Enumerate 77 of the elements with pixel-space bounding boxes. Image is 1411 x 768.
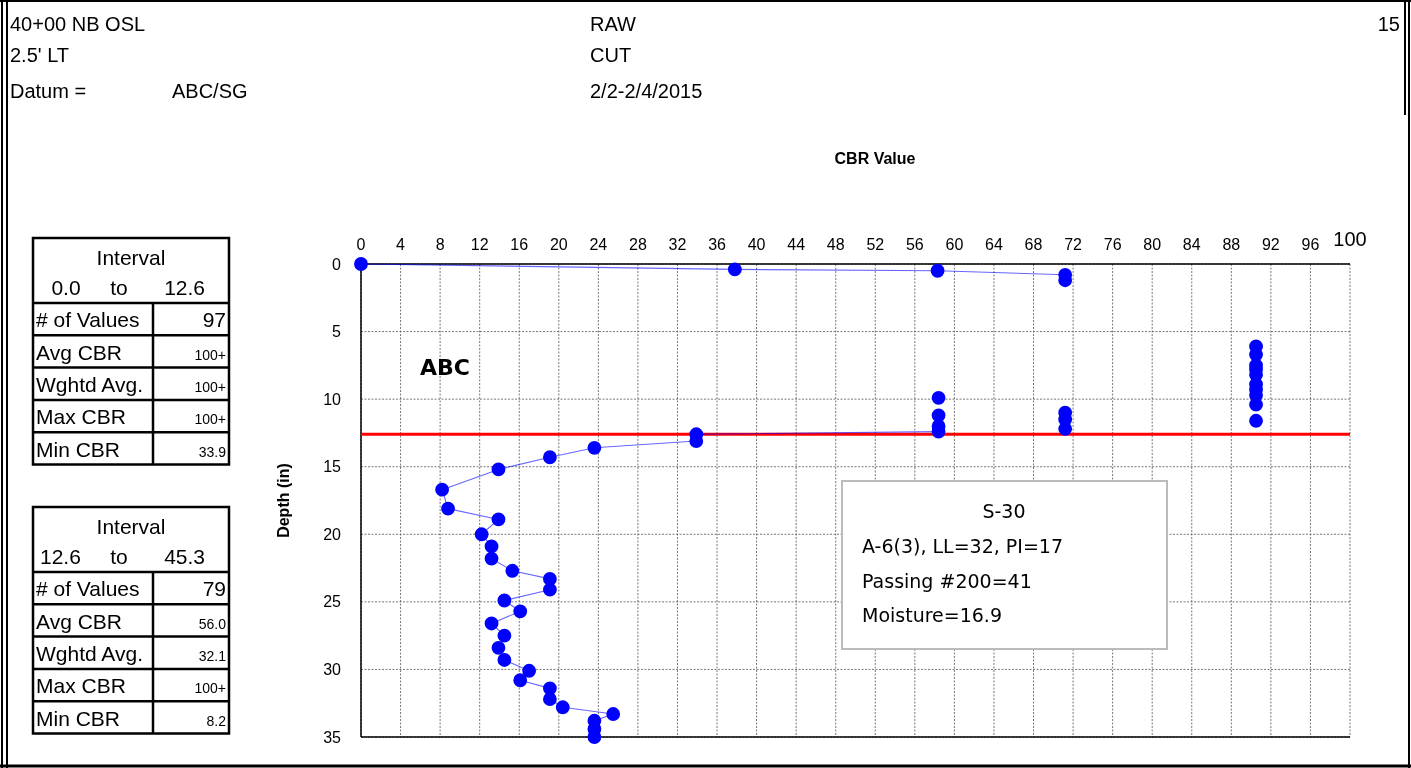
text: 2/2-2/4/2015	[590, 80, 703, 102]
x-tick-label: 56	[905, 236, 924, 253]
x-tick-label: 24	[589, 236, 608, 253]
x-axis-title: CBR Value	[834, 150, 916, 167]
text: Datum =	[10, 80, 87, 102]
x-tick-label: 16	[510, 236, 529, 253]
text: Interval	[96, 246, 166, 269]
text: Max CBR	[36, 674, 126, 698]
x-tick-label: 28	[629, 236, 647, 253]
annotation: S-30	[982, 500, 1026, 522]
y-tick-label: 15	[323, 458, 342, 476]
x-tick-label: 76	[1103, 236, 1122, 253]
y-tick-label: 5	[332, 323, 342, 341]
text: Min CBR	[36, 437, 121, 461]
text: Interval	[96, 515, 166, 538]
text: 100+	[194, 411, 226, 428]
text: 12.6	[164, 276, 205, 299]
y-tick-label: 0	[332, 255, 342, 273]
text: to	[110, 545, 128, 568]
text: 45.3	[164, 545, 205, 568]
y-axis-title: Depth (in)	[275, 463, 292, 538]
text: 100+	[194, 346, 226, 363]
text: 100+	[194, 680, 226, 697]
text: 56.0	[198, 615, 227, 632]
x-tick-label: 40	[747, 236, 766, 253]
text: CUT	[590, 44, 632, 66]
text: 79	[202, 577, 226, 601]
y-tick-label: 10	[323, 390, 342, 408]
annotation: A-6(3), LL=32, PI=17	[862, 535, 1064, 557]
x-tick-label: 52	[866, 236, 885, 253]
y-tick-label: 25	[323, 593, 342, 611]
x-tick-label: 8	[435, 236, 445, 253]
x-tick-label: 48	[826, 236, 845, 253]
x-tick-label: 36	[708, 236, 727, 253]
text: # of Values	[36, 577, 140, 601]
text: Wghtd Avg.	[36, 641, 144, 665]
text: 8.2	[206, 712, 227, 729]
x-tick-label: 4	[396, 236, 406, 253]
x-tick-label: 72	[1064, 236, 1083, 253]
x-tick-label: 96	[1301, 236, 1320, 253]
text: Min CBR	[36, 706, 121, 730]
x-tick-label: 64	[985, 236, 1003, 253]
x-tick-label: 32	[668, 236, 687, 253]
x-tick-label: 68	[1024, 236, 1043, 253]
y-tick-label: 30	[323, 661, 342, 679]
y-tick-label: 35	[323, 728, 342, 746]
x-tick-label: 88	[1222, 236, 1241, 253]
text: 100+	[194, 378, 226, 395]
x-tick-label: 44	[787, 236, 806, 253]
text: Max CBR	[36, 405, 126, 429]
x-tick-label: 60	[945, 236, 964, 253]
text: 40+00 NB OSL	[10, 13, 146, 35]
text: 97	[202, 308, 226, 332]
x-tick-label: 0	[356, 236, 366, 253]
text: 15	[1377, 13, 1400, 35]
text: Avg CBR	[36, 609, 122, 633]
text: Avg CBR	[36, 340, 122, 364]
text: # of Values	[36, 308, 140, 332]
text: ABC/SG	[172, 80, 248, 102]
text: RAW	[590, 13, 637, 35]
y-tick-label: 20	[323, 525, 342, 543]
text: Wghtd Avg.	[36, 372, 144, 396]
annotation: ABC	[420, 355, 470, 380]
text: 32.1	[198, 647, 227, 664]
annotation: Passing #200=41	[862, 570, 1032, 592]
text: 0.0	[51, 276, 81, 299]
x-tick-label: 80	[1143, 236, 1162, 253]
x-tick-label: 84	[1182, 236, 1201, 253]
text: to	[110, 276, 128, 299]
x-tick-label: 100	[1333, 228, 1367, 250]
text: 33.9	[198, 443, 227, 460]
text: 2.5' LT	[10, 44, 70, 66]
annotation: Moisture=16.9	[862, 604, 1002, 626]
x-tick-label: 92	[1261, 236, 1280, 253]
x-tick-label: 20	[549, 236, 568, 253]
x-tick-label: 12	[470, 236, 489, 253]
text: 12.6	[40, 545, 81, 568]
